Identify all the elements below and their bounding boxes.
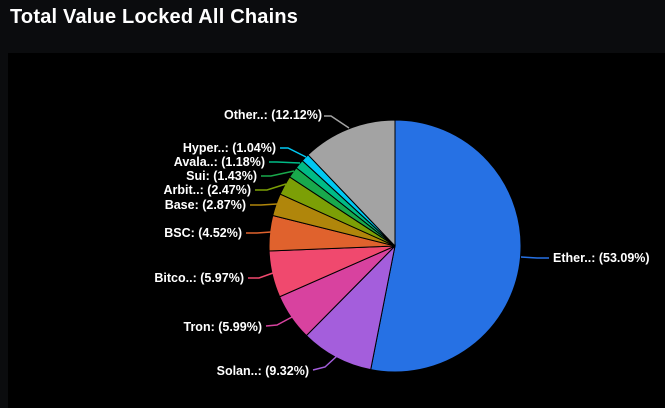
- slice-leader-line: [250, 203, 278, 206]
- slice-leader-line: [269, 161, 301, 164]
- slice-leader-line: [255, 183, 287, 191]
- slice-label: Avala..: (1.18%): [174, 155, 265, 169]
- pie-slice-ether[interactable]: [370, 119, 522, 373]
- slice-label: Sui: (1.43%): [186, 169, 257, 183]
- slice-leader-line: [248, 272, 274, 279]
- slice-leader-line: [261, 170, 295, 177]
- slice-leader-line: [312, 355, 338, 371]
- slice-label: Other..: (12.12%): [224, 108, 322, 122]
- panel-header[interactable]: Total Value Locked All Chains: [0, 0, 665, 53]
- slice-leader-line: [324, 115, 350, 129]
- slice-leader-line: [246, 231, 272, 234]
- slice-label: Tron: (5.99%): [184, 320, 263, 334]
- panel-title: Total Value Locked All Chains: [10, 6, 299, 28]
- slice-label: Base: (2.87%): [165, 198, 246, 212]
- slice-label: Bitco..: (5.97%): [154, 271, 244, 285]
- slice-label: Solan..: (9.32%): [217, 364, 309, 378]
- pie-chart[interactable]: Ether..: (53.09%) Solan..: (9.32%) Tron: (…: [8, 53, 665, 408]
- slice-label: Arbit..: (2.47%): [163, 183, 251, 197]
- slice-leader-line: [265, 316, 293, 327]
- slice-label: BSC: (4.52%): [164, 226, 242, 240]
- pie-chart-panel: Ether..: (53.09%) Solan..: (9.32%) Tron: (…: [8, 53, 665, 408]
- slice-label: Hyper..: (1.04%): [183, 141, 276, 155]
- pie-slice-other[interactable]: [307, 119, 396, 248]
- slice-label: Ether..: (53.09%): [553, 251, 650, 265]
- slice-leader-line: [280, 147, 307, 158]
- slice-leader-line: [520, 256, 549, 259]
